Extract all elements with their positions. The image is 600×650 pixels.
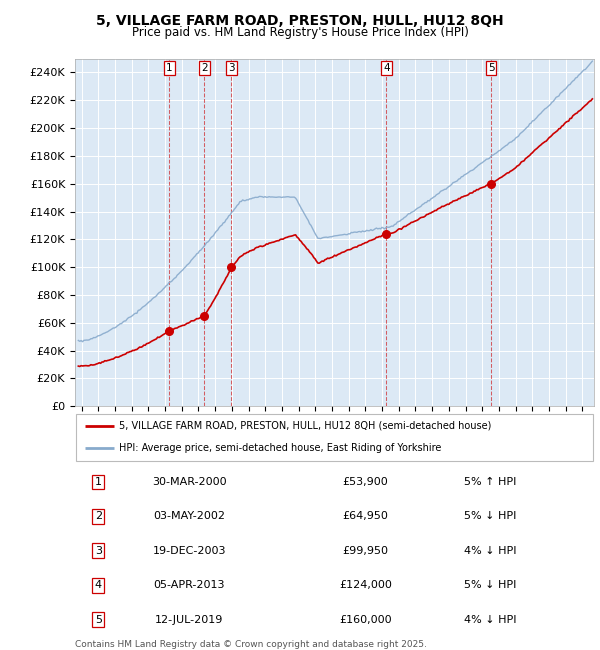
Text: 03-MAY-2002: 03-MAY-2002 <box>153 512 225 521</box>
Text: 4: 4 <box>95 580 102 590</box>
Text: Price paid vs. HM Land Registry's House Price Index (HPI): Price paid vs. HM Land Registry's House … <box>131 26 469 39</box>
Text: 3: 3 <box>228 63 235 73</box>
Text: HPI: Average price, semi-detached house, East Riding of Yorkshire: HPI: Average price, semi-detached house,… <box>119 443 442 453</box>
FancyBboxPatch shape <box>76 414 593 460</box>
Text: Contains HM Land Registry data © Crown copyright and database right 2025.
This d: Contains HM Land Registry data © Crown c… <box>75 640 427 650</box>
Text: £99,950: £99,950 <box>343 546 389 556</box>
Text: 05-APR-2013: 05-APR-2013 <box>154 580 225 590</box>
Text: 5% ↑ HPI: 5% ↑ HPI <box>464 477 517 487</box>
Text: 1: 1 <box>95 477 102 487</box>
Text: 1: 1 <box>166 63 172 73</box>
Text: 5, VILLAGE FARM ROAD, PRESTON, HULL, HU12 8QH (semi-detached house): 5, VILLAGE FARM ROAD, PRESTON, HULL, HU1… <box>119 421 491 431</box>
Text: 2: 2 <box>95 512 102 521</box>
Text: 3: 3 <box>95 546 102 556</box>
Text: 5: 5 <box>95 615 102 625</box>
Text: 2: 2 <box>201 63 208 73</box>
Text: £53,900: £53,900 <box>343 477 389 487</box>
Text: 5: 5 <box>488 63 494 73</box>
Text: £64,950: £64,950 <box>343 512 389 521</box>
Text: 5, VILLAGE FARM ROAD, PRESTON, HULL, HU12 8QH: 5, VILLAGE FARM ROAD, PRESTON, HULL, HU1… <box>96 14 504 29</box>
Text: 30-MAR-2000: 30-MAR-2000 <box>152 477 226 487</box>
Text: £160,000: £160,000 <box>340 615 392 625</box>
Text: 5% ↓ HPI: 5% ↓ HPI <box>464 580 517 590</box>
Text: 19-DEC-2003: 19-DEC-2003 <box>152 546 226 556</box>
Text: 5% ↓ HPI: 5% ↓ HPI <box>464 512 517 521</box>
Text: 4% ↓ HPI: 4% ↓ HPI <box>464 546 517 556</box>
Text: 4: 4 <box>383 63 390 73</box>
Text: £124,000: £124,000 <box>339 580 392 590</box>
Text: 12-JUL-2019: 12-JUL-2019 <box>155 615 223 625</box>
Text: 4% ↓ HPI: 4% ↓ HPI <box>464 615 517 625</box>
